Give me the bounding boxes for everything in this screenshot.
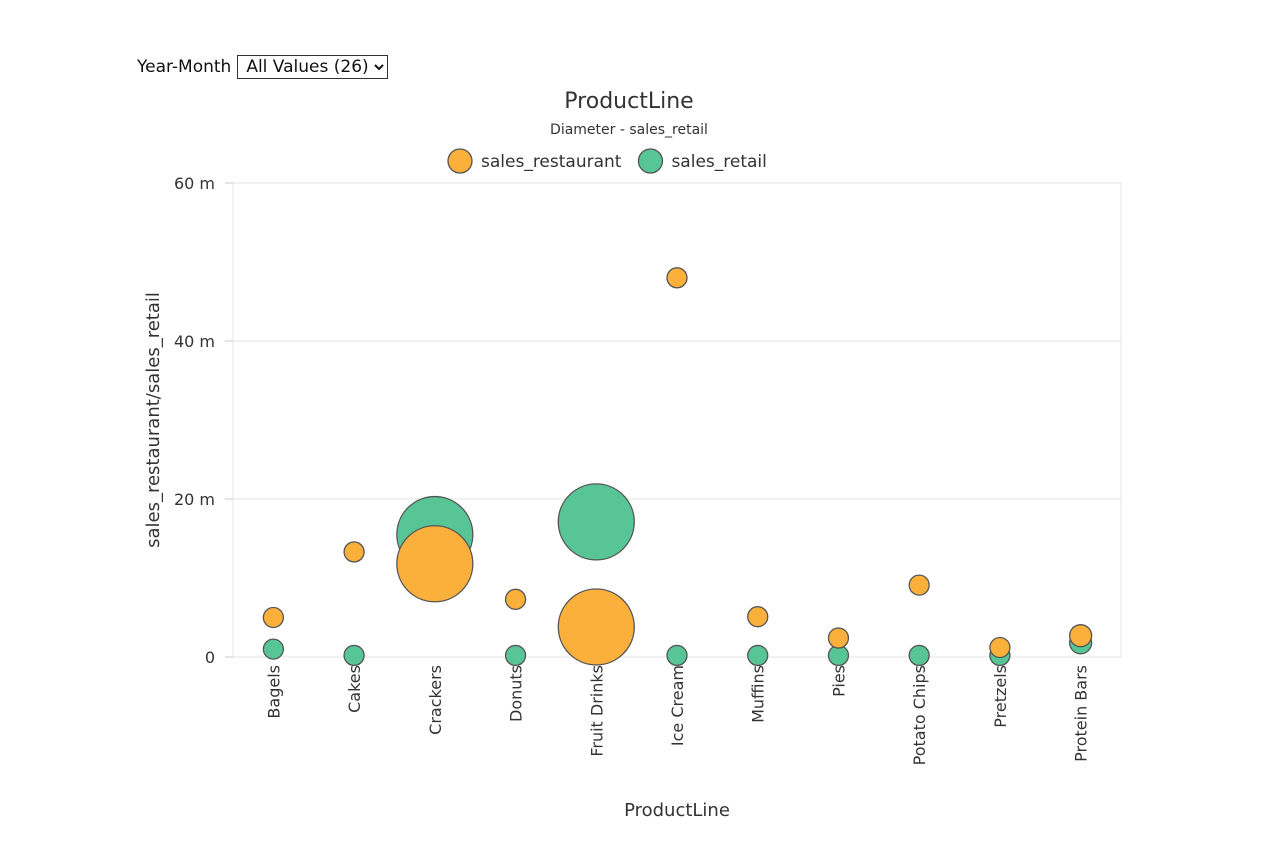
x-tick-label: Muffins [749,665,768,723]
legend-marker-sales-retail [637,148,664,174]
bubble-sales-restaurant [343,541,365,563]
bubble-sales-retail [343,644,365,667]
x-tick-label: Ice Cream [668,665,687,746]
x-tick-label: Donuts [507,665,526,722]
x-axis: Bagels Cakes Crackers Donuts Fruit Drinks Ice… [264,665,1090,765]
chart-grid [232,182,1122,658]
bubble-sales-restaurant [908,574,930,596]
bubble-sales-retail [504,644,527,667]
x-tick-label: Cakes [345,665,364,713]
bubble-sales-retail [557,483,635,561]
chart-subtitle: Diameter - sales_retail [550,122,708,138]
x-tick-label: Crackers [426,665,445,735]
bubble-sales-restaurant [666,267,688,289]
bubble-sales-restaurant [557,588,635,666]
x-tick-label: Protein Bars [1072,665,1091,762]
bubble-sales-retail [666,644,688,667]
y-axis: 0 20 m 40 m 60 m [174,174,233,667]
x-tick-label: Pretzels [991,665,1010,728]
filter-label: Year-Month [137,57,232,77]
x-tick-label: Bagels [264,665,283,719]
bubble-sales-restaurant [262,606,285,629]
legend-label: sales_retail [671,152,766,172]
bubble-sales-restaurant [827,627,850,649]
bubble-sales-restaurant [989,636,1011,659]
y-axis-title: sales_restaurant/sales_retail [143,292,164,548]
legend-label: sales_restaurant [481,152,622,172]
x-axis-title: ProductLine [624,800,730,821]
x-tick-label: Pies [829,665,848,697]
y-tick-label: 0 [205,648,215,667]
plot-frame [232,182,1122,658]
x-tick-label: Potato Chips [910,665,929,765]
year-month-select[interactable]: All Values (26) [237,55,389,79]
bubble-sales-retail [262,638,285,660]
legend-marker-sales-restaurant [447,148,473,174]
bubble-sales-restaurant [1068,624,1093,648]
y-tick-label: 60 m [174,174,215,193]
bubble-sales-retail [747,644,769,667]
y-tick-label: 40 m [174,332,215,351]
bubble-sales-restaurant [504,588,527,610]
bubble-sales-restaurant [747,606,769,628]
filter-bar: Year-Month All Values (26) [137,55,389,79]
x-tick-label: Fruit Drinks [587,665,606,757]
chart-title: ProductLine [564,89,693,114]
chart-bubbles [262,267,1093,667]
y-tick-label: 20 m [174,490,215,509]
bubble-sales-restaurant [396,525,474,603]
chart-legend: sales_restaurant sales_retail [447,148,767,174]
bubble-sales-retail [908,644,930,667]
